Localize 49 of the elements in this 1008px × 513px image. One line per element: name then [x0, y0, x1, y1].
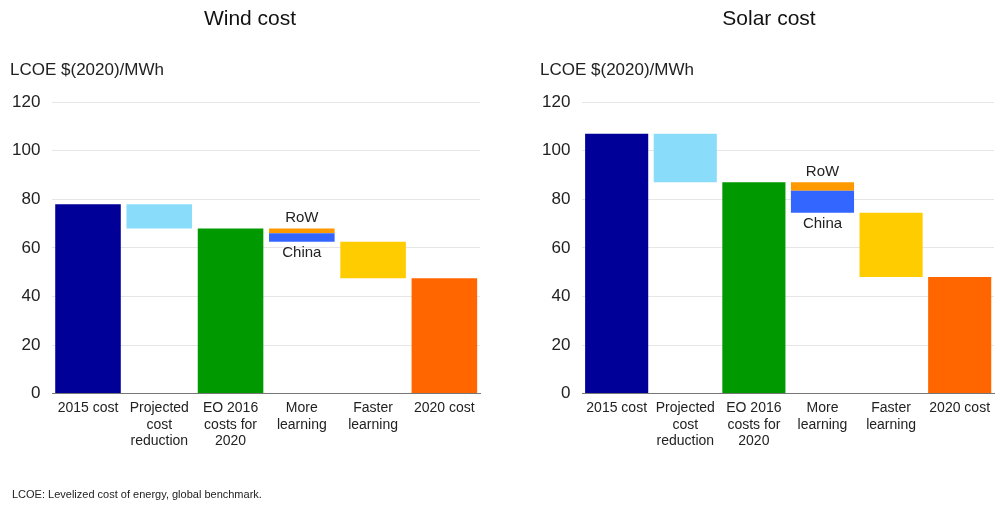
series-label: China [282, 243, 323, 261]
y-tick-label: 80 [21, 189, 41, 209]
y-tick-label: 80 [551, 189, 571, 209]
bar [126, 204, 193, 229]
y-tick-label: 120 [541, 91, 571, 111]
x-tick-label: EO 2016 costs for 2020 [202, 398, 259, 449]
y-tick-label: 20 [551, 334, 571, 354]
bar [197, 228, 264, 394]
x-tick-label: 2020 cost [414, 398, 475, 415]
x-tick-label: 2015 cost [586, 398, 648, 415]
y-tick-label: 0 [560, 383, 571, 403]
bar [340, 241, 406, 279]
y-tick-label: 40 [551, 286, 571, 306]
bar [55, 204, 121, 394]
chart-title: Solar cost [721, 6, 817, 30]
chart-title: Wind cost [202, 6, 298, 30]
bar [269, 228, 335, 234]
series-label: China [802, 214, 843, 232]
y-tick-label: 100 [541, 140, 571, 160]
bar [928, 277, 992, 394]
bar [790, 182, 855, 191]
text: LCOE: Levelized cost of energy, global benchmark. [12, 488, 262, 500]
y-tick-label: 40 [21, 286, 41, 306]
y-tick-label: 60 [21, 237, 41, 257]
x-tick-label: More learning [797, 398, 848, 432]
bar [653, 133, 717, 183]
x-tick-label: 2020 cost [929, 398, 991, 415]
y-tick-label: 120 [11, 91, 41, 111]
bar [790, 190, 855, 213]
series-label: RoW [285, 208, 320, 226]
series-label: RoW [805, 161, 840, 179]
y-tick-label: 100 [11, 140, 41, 160]
bar [585, 133, 649, 394]
x-tick-label: EO 2016 costs for 2020 [726, 398, 782, 449]
x-tick-label: 2015 cost [57, 398, 119, 415]
y-axis-title: LCOE $(2020)/MWh [10, 60, 164, 80]
y-axis-title: LCOE $(2020)/MWh [540, 60, 694, 80]
x-tick-label: Faster learning [348, 398, 399, 432]
bar [859, 212, 923, 278]
x-tick-label: Faster learning [866, 398, 917, 432]
bar [269, 233, 335, 242]
y-tick-label: 60 [551, 237, 571, 257]
x-tick-label: Projected cost reduction [655, 398, 715, 449]
bar [411, 278, 478, 394]
y-tick-label: 0 [30, 383, 41, 403]
y-tick-label: 20 [21, 334, 41, 354]
x-tick-label: More learning [276, 398, 327, 432]
x-tick-label: Projected cost reduction [129, 398, 189, 449]
bar [722, 182, 786, 394]
